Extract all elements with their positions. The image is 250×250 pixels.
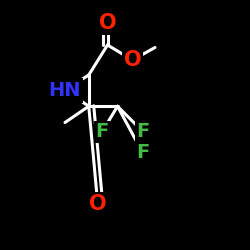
Text: HN: HN (48, 81, 81, 100)
Text: O: O (124, 50, 141, 70)
Text: O: O (99, 13, 116, 33)
Text: F: F (136, 144, 149, 163)
Text: F: F (136, 122, 149, 141)
Text: F: F (96, 122, 108, 141)
Text: O: O (89, 194, 106, 214)
